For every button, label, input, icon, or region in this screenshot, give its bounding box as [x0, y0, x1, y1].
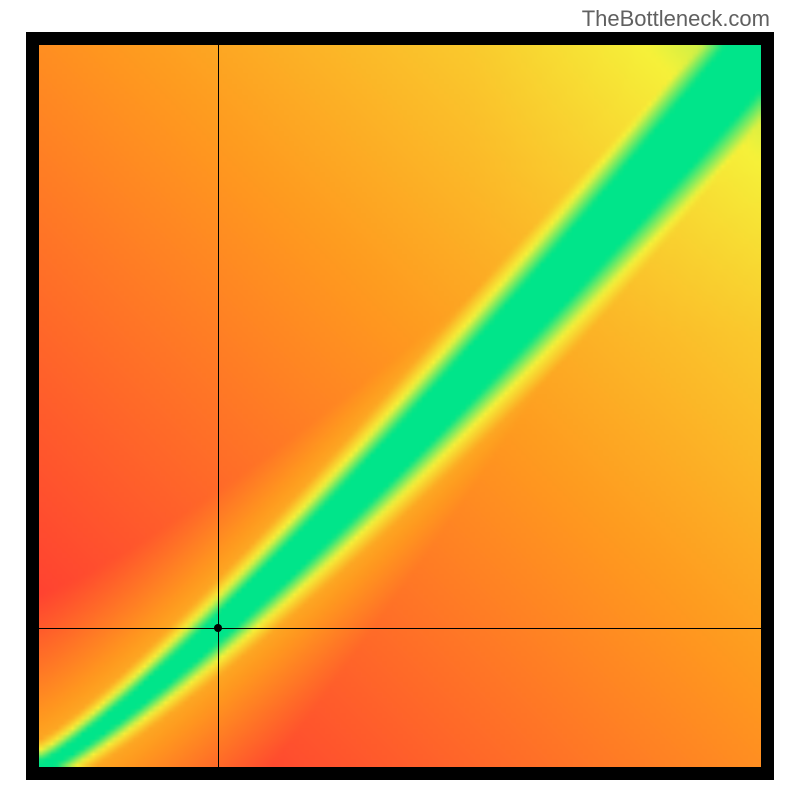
chart-frame [26, 32, 774, 780]
marker-point [214, 624, 222, 632]
crosshair-horizontal [39, 628, 761, 629]
crosshair-vertical [218, 45, 219, 767]
heatmap-canvas [39, 45, 761, 767]
watermark-text: TheBottleneck.com [582, 6, 770, 32]
